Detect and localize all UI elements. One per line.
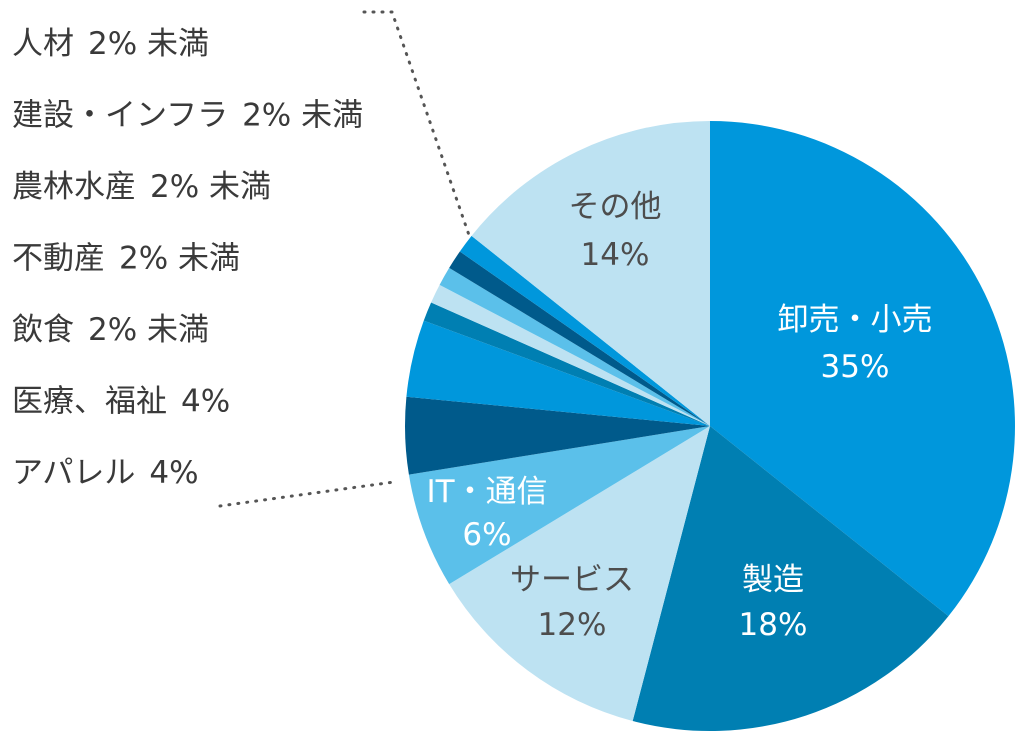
pie-slice-6 <box>423 302 710 426</box>
side-legend-item-6: アパレル 4% <box>12 455 199 491</box>
slice-value-label-2: 12% <box>538 607 607 643</box>
pie-slices <box>405 121 1015 731</box>
side-legend-name: 医療、福祉 <box>12 384 167 420</box>
pie-slice-10 <box>459 235 710 426</box>
side-legend-name: 建設・インフラ <box>12 98 228 134</box>
side-legend-item-2: 農林水産 2% 未満 <box>12 169 271 205</box>
pie-slice-11 <box>471 121 710 426</box>
side-legend-item-0: 人材 2% 未満 <box>12 26 209 62</box>
slice-labels: 卸売・小売 35% 製造 18% サービス 12% IT・通信 6% その他 14% <box>426 189 932 643</box>
pie-slice-5 <box>406 320 710 426</box>
slice-name-label-1: 製造 <box>742 562 804 598</box>
side-legend-item-4: 飲食 2% 未満 <box>12 312 209 348</box>
slice-value-label-3: 6% <box>462 517 511 553</box>
side-legend-name: アパレル <box>12 455 135 491</box>
pie-slice-4 <box>405 396 710 475</box>
leader-lines <box>218 10 472 508</box>
side-legend-value: 2% 未満 <box>119 241 240 277</box>
slice-value-label-11: 14% <box>581 237 650 273</box>
side-legend-name: 農林水産 <box>12 169 136 205</box>
side-legend-name: 飲食 <box>12 312 74 348</box>
side-legend-value: 4% <box>181 384 230 420</box>
side-legend-name: 不動産 <box>12 241 105 277</box>
leader-line-top <box>362 10 472 240</box>
pie-slice-7 <box>431 284 710 426</box>
slice-name-label-0: 卸売・小売 <box>778 302 933 338</box>
side-legend-value: 2% 未満 <box>88 26 209 62</box>
slice-name-label-11: その他 <box>569 189 662 225</box>
slice-name-label-2: サービス <box>510 562 634 598</box>
side-legend-value: 4% <box>149 455 198 491</box>
leader-line-bottom <box>218 480 396 508</box>
pie-slice-2 <box>449 426 710 722</box>
slice-name-label-3: IT・通信 <box>426 474 547 510</box>
pie-slice-3 <box>408 426 710 585</box>
pie-slice-1 <box>632 426 949 731</box>
slice-value-label-0: 35% <box>821 349 890 385</box>
side-legend-item-5: 医療、福祉 4% <box>12 384 230 420</box>
pie-slice-9 <box>449 251 710 426</box>
side-legend-item-1: 建設・インフラ 2% 未満 <box>12 98 363 134</box>
slice-value-label-1: 18% <box>739 607 808 643</box>
side-legend-value: 2% 未満 <box>150 169 271 205</box>
side-legend-value: 2% 未満 <box>88 312 209 348</box>
side-legend-item-3: 不動産 2% 未満 <box>12 241 240 277</box>
side-legend-name: 人材 <box>12 26 74 62</box>
pie-slice-8 <box>439 267 710 426</box>
pie-slice-0 <box>710 121 1015 617</box>
side-legend-value: 2% 未満 <box>242 98 363 134</box>
